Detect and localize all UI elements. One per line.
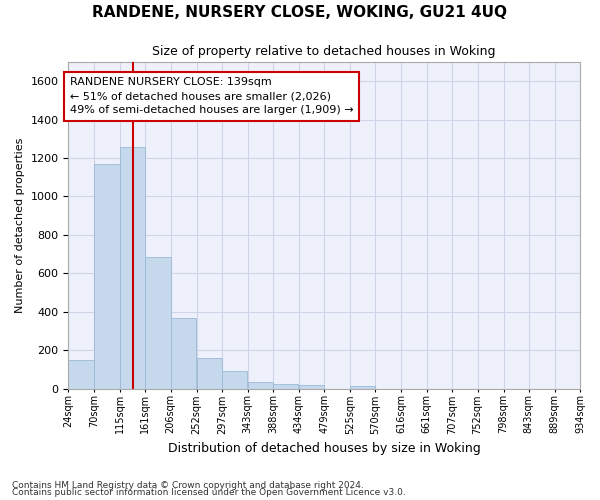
Bar (68, 360, 94, 388)
Bar (350, 386, 376, 388)
Bar (171, 318, 196, 388)
Text: RANDENE, NURSERY CLOSE, WOKING, GU21 4UQ: RANDENE, NURSERY CLOSE, WOKING, GU21 4UQ (92, 5, 508, 20)
Bar (119, 148, 145, 388)
Text: Contains public sector information licensed under the Open Government Licence v3: Contains public sector information licen… (12, 488, 406, 497)
Bar (273, 384, 298, 388)
Bar (145, 257, 171, 388)
Text: Contains HM Land Registry data © Crown copyright and database right 2024.: Contains HM Land Registry data © Crown c… (12, 480, 364, 490)
Y-axis label: Number of detached properties: Number of detached properties (15, 138, 25, 313)
Text: RANDENE NURSERY CLOSE: 139sqm
← 51% of detached houses are smaller (2,026)
49% o: RANDENE NURSERY CLOSE: 139sqm ← 51% of d… (70, 78, 353, 116)
Bar (248, 382, 273, 388)
X-axis label: Distribution of detached houses by size in Woking: Distribution of detached houses by size … (168, 442, 481, 455)
Bar (94, 164, 119, 388)
Bar (222, 372, 247, 388)
Bar (299, 385, 324, 388)
Title: Size of property relative to detached houses in Woking: Size of property relative to detached ho… (152, 45, 496, 58)
Bar (197, 358, 222, 388)
